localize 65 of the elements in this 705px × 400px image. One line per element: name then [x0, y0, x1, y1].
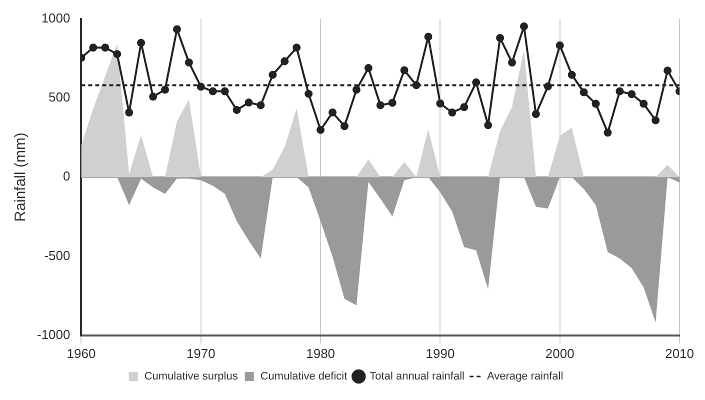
- x-tick-label: 1970: [186, 346, 216, 361]
- point: [604, 128, 612, 137]
- x-tick-label: 1960: [66, 346, 96, 361]
- point: [244, 98, 253, 107]
- y-tick-label: 500: [48, 90, 70, 105]
- point: [352, 86, 360, 94]
- x-tick-label: 2000: [545, 346, 574, 361]
- y-tick-label: -500: [44, 248, 70, 263]
- point: [161, 86, 170, 94]
- point: [424, 32, 432, 41]
- point: [196, 82, 205, 91]
- point: [316, 126, 325, 134]
- point: [340, 122, 348, 130]
- point: [208, 87, 217, 96]
- point: [232, 106, 241, 114]
- point: [496, 34, 504, 42]
- x-tick-label: 2010: [665, 346, 694, 361]
- point: [220, 87, 229, 96]
- y-axis-title: Rainfall (mm): [12, 132, 30, 222]
- point: [184, 58, 193, 66]
- point: [388, 98, 396, 107]
- point: [149, 92, 158, 101]
- point: [544, 82, 552, 90]
- point: [592, 100, 600, 108]
- y-tick-label: 0: [63, 168, 70, 184]
- point: [256, 101, 265, 110]
- legend-label: Cumulative surplus: [144, 370, 238, 383]
- point: [400, 66, 408, 74]
- x-tick-label: 1990: [426, 346, 455, 361]
- y-tick-label: -1000: [37, 326, 70, 342]
- point: [172, 25, 181, 34]
- y-tick-label: 1000: [41, 10, 70, 26]
- legend-label: Average rainfall: [486, 370, 564, 383]
- legend-label: Total annual rainfall: [370, 370, 464, 383]
- point: [268, 70, 277, 79]
- point: [304, 90, 313, 98]
- point: [652, 116, 660, 124]
- point: [137, 38, 146, 47]
- point: [472, 78, 480, 86]
- point: [448, 108, 456, 117]
- x-tick-label: 1980: [306, 346, 336, 361]
- point: [113, 50, 122, 58]
- point: [556, 41, 564, 50]
- point: [280, 57, 289, 66]
- point: [292, 44, 301, 52]
- point: [364, 64, 372, 72]
- point: [508, 58, 516, 66]
- point: [580, 88, 588, 96]
- point: [125, 108, 134, 117]
- point: [532, 110, 540, 118]
- point: [640, 100, 648, 108]
- point: [664, 66, 672, 75]
- legend-label: Cumulative deficit: [260, 370, 348, 383]
- point: [101, 44, 110, 52]
- point: [484, 121, 492, 130]
- point: [520, 22, 528, 30]
- point: [328, 108, 337, 117]
- point: [376, 101, 384, 110]
- point: [89, 44, 98, 52]
- point: [436, 99, 444, 108]
- point: [412, 81, 420, 90]
- point: [460, 103, 468, 112]
- point: [616, 87, 624, 96]
- point: [628, 90, 636, 98]
- point: [568, 70, 576, 79]
